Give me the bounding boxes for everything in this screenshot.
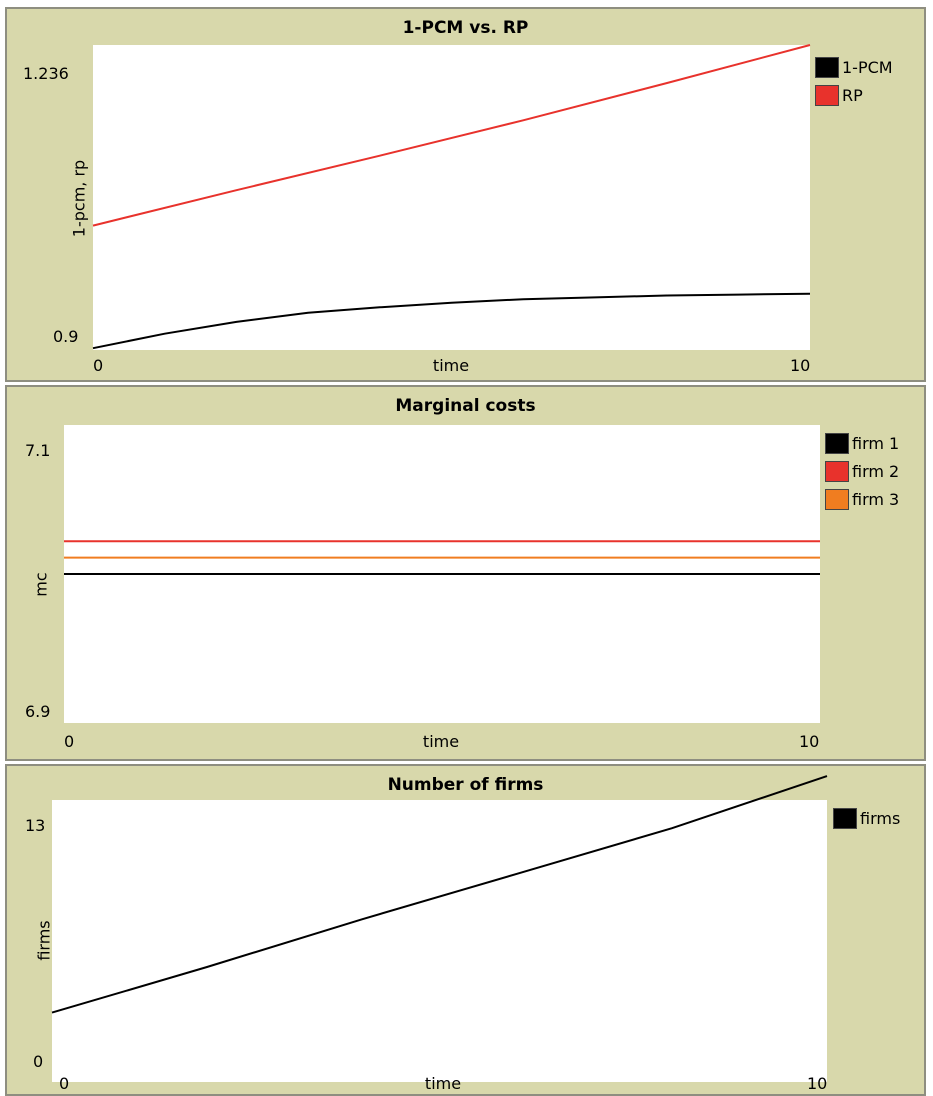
y-tick-min: 6.9: [25, 702, 51, 721]
y-axis-label: firms: [34, 920, 54, 961]
legend-swatch: [825, 432, 849, 454]
x-axis-label: time: [422, 732, 460, 751]
chart-panel-pcm-rp: 1-PCM vs. RP 1.236 0.9 1-pcm, rp 0 time …: [5, 7, 926, 382]
legend-swatch: [815, 84, 839, 106]
legend: firm 1 firm 2 firm 3: [825, 429, 899, 513]
legend-item-firm-1: firm 1: [825, 429, 899, 457]
chart-title: Marginal costs: [395, 396, 536, 416]
legend-swatch: [825, 460, 849, 482]
x-axis-label: time: [424, 1074, 462, 1093]
legend-item-1-pcm: 1-PCM: [815, 53, 893, 81]
legend-label: firm 2: [852, 461, 900, 481]
y-tick-min: 0.9: [53, 327, 79, 346]
legend: firms: [833, 804, 900, 832]
x-axis-label: time: [432, 356, 470, 375]
y-axis-label: 1-pcm, rp: [69, 159, 89, 238]
chart-title: 1-PCM vs. RP: [402, 18, 529, 38]
chart-panel-marginal-costs: Marginal costs 7.1 6.9 mc 0 time 10 firm…: [5, 385, 926, 761]
legend-label: firm 1: [852, 433, 900, 453]
legend-label: 1-PCM: [842, 57, 893, 77]
x-tick-max: 10: [807, 1074, 828, 1093]
chart-panel-number-of-firms: Number of firms 13 0 firms 0 time 10 fir…: [5, 764, 926, 1096]
y-tick-max: 1.236: [23, 64, 69, 83]
chart-svg: [64, 540, 820, 575]
series-line-1-pcm: [92, 292, 811, 350]
y-axis-label: mc: [31, 572, 51, 597]
plot-area: [64, 425, 820, 723]
y-tick-min: 0: [33, 1052, 44, 1071]
legend-swatch: [815, 56, 839, 78]
chart-svg: [92, 44, 811, 350]
legend-label: RP: [842, 85, 863, 105]
y-tick-max: 7.1: [25, 441, 51, 460]
legend-label: firm 3: [852, 489, 900, 509]
legend-swatch: [833, 807, 857, 829]
x-tick-min: 0: [93, 356, 104, 375]
series-line-rp: [92, 44, 811, 227]
x-tick-max: 10: [799, 732, 820, 751]
chart-svg: [51, 775, 828, 1014]
y-tick-max: 13: [25, 816, 46, 835]
legend-item-firms: firms: [833, 804, 900, 832]
legend-item-firm-2: firm 2: [825, 457, 899, 485]
series-line-firms: [51, 775, 828, 1014]
legend-item-firm-3: firm 3: [825, 485, 899, 513]
plot-area: [92, 44, 811, 350]
chart-title: Number of firms: [387, 775, 544, 795]
x-tick-max: 10: [790, 356, 811, 375]
plot-area: [51, 775, 828, 1082]
legend-label: firms: [860, 808, 901, 828]
legend-swatch: [825, 488, 849, 510]
legend-item-rp: RP: [815, 81, 893, 109]
x-tick-min: 0: [64, 732, 75, 751]
legend: 1-PCM RP: [815, 53, 893, 109]
x-tick-min: 0: [59, 1074, 70, 1093]
